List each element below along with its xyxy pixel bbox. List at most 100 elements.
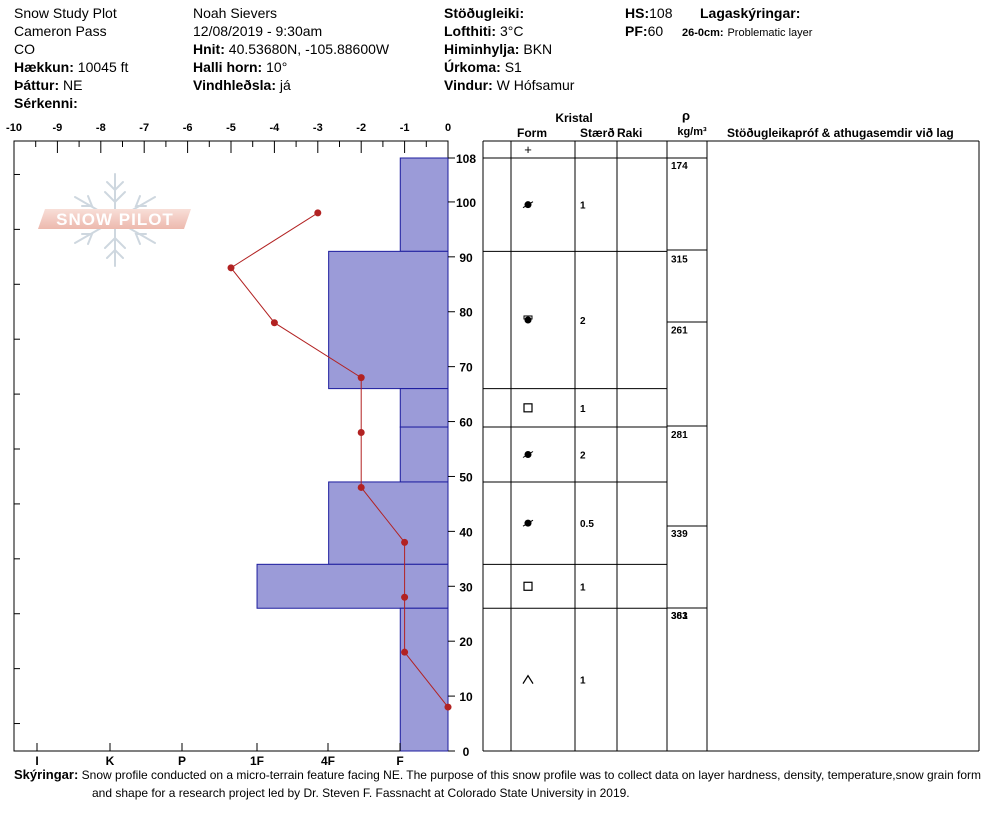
hardness-tick-label: K bbox=[106, 754, 115, 768]
temperature-series bbox=[227, 209, 452, 711]
temperature-point bbox=[270, 319, 278, 327]
density-value: 381 bbox=[671, 611, 688, 622]
snow-pilot-logo: SNOW PILOT bbox=[38, 173, 191, 267]
temp-tick-label: -9 bbox=[53, 122, 63, 134]
temp-tick-label: -2 bbox=[356, 122, 366, 134]
layer-size: 1 bbox=[580, 404, 586, 415]
legend-entry: 26-0cm: Problematic layer bbox=[682, 27, 813, 39]
hardness-bar-4 bbox=[328, 481, 449, 565]
temp-tick-label: -10 bbox=[6, 122, 22, 134]
density-value: 363 bbox=[671, 611, 688, 622]
height-tick-label: 30 bbox=[459, 580, 473, 594]
temp-tick-label: -5 bbox=[226, 122, 236, 134]
temperature-line bbox=[230, 212, 449, 708]
observer: Noah Sievers bbox=[193, 5, 278, 21]
layer-size: 0.5 bbox=[580, 519, 594, 530]
hardness-tick-label: 4F bbox=[321, 754, 335, 768]
hardness-tick-label: I bbox=[35, 754, 38, 768]
notes: Skýringar: Snow profile conducted on a m… bbox=[14, 766, 994, 802]
features: Sérkenni: bbox=[14, 95, 78, 111]
snow-height: HS:108 bbox=[625, 5, 673, 21]
depth-hoar-icon bbox=[522, 674, 534, 684]
density-value: 261 bbox=[671, 326, 688, 337]
kristal-header: Kristal bbox=[555, 111, 592, 125]
location: Cameron Pass bbox=[14, 23, 107, 39]
temperature-point bbox=[357, 483, 365, 491]
aspect: Þáttur: NE bbox=[14, 77, 83, 93]
temperature-point bbox=[314, 209, 322, 217]
legend: Lagaskýringar: 26-0cm: Problematic layer bbox=[682, 4, 812, 42]
temperature-point bbox=[401, 593, 409, 601]
surface-symbol: + bbox=[524, 142, 532, 157]
hardness-bar-1 bbox=[328, 250, 449, 390]
air-temp: Lofthiti: 3°C bbox=[444, 23, 524, 39]
temp-tick-label: -4 bbox=[270, 122, 281, 134]
density-value: 339 bbox=[671, 529, 688, 540]
faceted-icon bbox=[523, 403, 533, 413]
temp-tick-label: -3 bbox=[313, 122, 323, 134]
height-tick-label: 10 bbox=[459, 690, 473, 704]
coordinates: Hnit: 40.53680N, -105.88600W bbox=[193, 41, 390, 57]
state: CO bbox=[14, 41, 35, 57]
layer-size: 2 bbox=[580, 451, 586, 462]
legend-title: Lagaskýringar: bbox=[700, 5, 801, 21]
layer-size: 1 bbox=[580, 582, 586, 593]
wind: Vindur: W Hófsamur bbox=[444, 77, 575, 93]
hardness-bars bbox=[256, 157, 449, 752]
plot-frame bbox=[13, 140, 449, 752]
density-value: 281 bbox=[671, 430, 688, 441]
size-header: Stærð bbox=[580, 126, 615, 140]
temperature-axis: -10 -9 -8 -7 -6 -5 -4 -3 -2 -1 0 bbox=[6, 122, 451, 153]
elevation: Hækkun: 10045 ft bbox=[14, 59, 129, 75]
slope-angle: Halli horn: 10° bbox=[193, 59, 288, 75]
height-tick-label: 40 bbox=[459, 525, 473, 539]
layer-size: 1 bbox=[580, 201, 586, 212]
penetration: PF:60 bbox=[625, 23, 664, 39]
density-unit-header: kg/m³ bbox=[677, 126, 707, 138]
header-col2: Noah Sievers 12/08/2019 - 9:30am Hnit: 4… bbox=[193, 4, 389, 94]
faceted-rounded-icon bbox=[522, 451, 534, 458]
height-tick-label: 70 bbox=[459, 361, 473, 375]
hardness-tick-label: P bbox=[178, 754, 186, 768]
faceted-rounded-icon bbox=[522, 201, 534, 209]
height-tick-label: 60 bbox=[459, 416, 473, 430]
temp-tick-label: -7 bbox=[139, 122, 149, 134]
rounded-faceted-icon bbox=[523, 315, 533, 324]
stability: Stöðugleiki: bbox=[444, 5, 525, 21]
temp-tick-label: -6 bbox=[183, 122, 193, 134]
hardness-bar-5 bbox=[256, 563, 449, 609]
hardness-bar-0 bbox=[399, 157, 449, 252]
density-value: 315 bbox=[671, 254, 688, 265]
temperature-point bbox=[401, 648, 409, 656]
faceted-rounded-icon bbox=[522, 519, 534, 527]
height-tick-label: 80 bbox=[459, 306, 473, 320]
faceted-icon bbox=[523, 581, 533, 591]
moisture-header: Raki bbox=[617, 126, 642, 140]
hardness-axis: I K P 1F 4F F bbox=[35, 743, 404, 768]
logo-text: SNOW PILOT bbox=[56, 210, 174, 229]
layer-table: Kristal Form Stærð Raki ρ kg/m³ Stöðugle… bbox=[482, 108, 980, 752]
hardness-tick-label: F bbox=[396, 754, 403, 768]
temperature-point bbox=[357, 429, 365, 437]
notes-line-2: and shape for a research project led by … bbox=[92, 786, 630, 800]
precipitation: Úrkoma: S1 bbox=[444, 59, 522, 75]
hardness-bar-3 bbox=[399, 426, 449, 483]
layer-size: 2 bbox=[580, 316, 586, 327]
temperature-point bbox=[401, 538, 409, 546]
temp-tick-label: 0 bbox=[445, 122, 451, 134]
temperature-point bbox=[444, 703, 452, 711]
height-tick-label: 108 bbox=[456, 152, 476, 166]
height-tick-label: 100 bbox=[456, 196, 476, 210]
comments-header: Stöðugleikapróf & athugasemdir við lag bbox=[727, 126, 954, 140]
height-tick-label: 50 bbox=[459, 470, 473, 484]
density-value: 174 bbox=[671, 161, 688, 172]
header-col1: Snow Study Plot Cameron Pass CO Hækkun: … bbox=[14, 4, 128, 112]
date-time: 12/08/2019 - 9:30am bbox=[193, 23, 323, 39]
header-col3: Stöðugleiki: Lofthiti: 3°C Himinhylja: B… bbox=[444, 4, 574, 94]
temperature-point bbox=[357, 374, 365, 382]
temperature-point bbox=[227, 264, 235, 272]
height-tick-label: 0 bbox=[463, 745, 470, 759]
height-tick-label: 90 bbox=[459, 251, 473, 265]
